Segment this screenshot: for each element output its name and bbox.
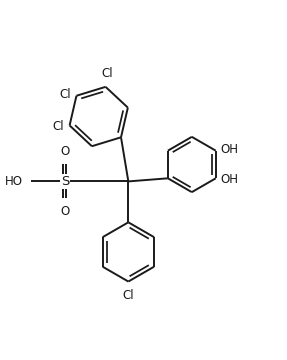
Text: Cl: Cl <box>101 67 113 80</box>
Text: OH: OH <box>220 143 238 156</box>
Text: O: O <box>60 204 69 217</box>
Text: S: S <box>61 175 69 188</box>
Text: O: O <box>60 145 69 158</box>
Text: Cl: Cl <box>52 120 64 133</box>
Text: OH: OH <box>220 173 238 186</box>
Text: HO: HO <box>5 175 23 188</box>
Text: Cl: Cl <box>123 289 134 302</box>
Text: Cl: Cl <box>59 88 71 101</box>
